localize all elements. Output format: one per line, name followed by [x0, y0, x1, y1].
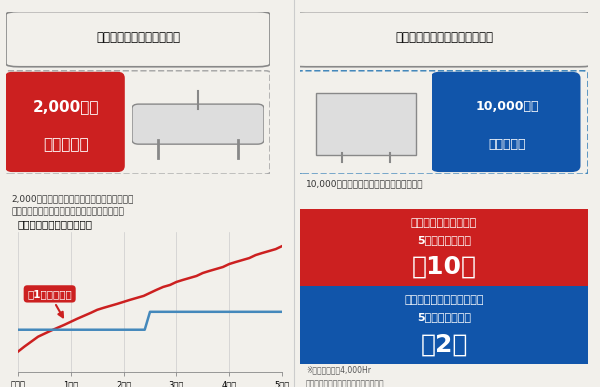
- Text: ブースターコンプレッサの: ブースターコンプレッサの: [404, 295, 484, 305]
- FancyBboxPatch shape: [5, 72, 125, 172]
- FancyBboxPatch shape: [431, 72, 581, 172]
- Text: 約1年で逆転！: 約1年で逆転！: [28, 289, 72, 317]
- Text: ごとに整備: ごとに整備: [43, 137, 89, 152]
- Text: ※年間稼働時間4,000Hr: ※年間稼働時間4,000Hr: [306, 365, 371, 374]
- Text: 2,000時間ごとに各種パッキン、ガスケット、
バルブ等の交換もしくは本体交換が必要です。: 2,000時間ごとに各種パッキン、ガスケット、 バルブ等の交換もしくは本体交換が…: [11, 194, 134, 216]
- Text: 約10回: 約10回: [412, 255, 476, 279]
- FancyBboxPatch shape: [6, 12, 270, 67]
- Text: 空気駆動型増圧機器の場合: 空気駆動型増圧機器の場合: [96, 31, 180, 44]
- Text: ごとに整備: ごとに整備: [488, 139, 526, 151]
- Text: 5年間の整備回数: 5年間の整備回数: [417, 235, 471, 245]
- FancyBboxPatch shape: [292, 284, 596, 366]
- Text: 購入費と整備費の累計比較: 購入費と整備費の累計比較: [18, 219, 93, 229]
- FancyBboxPatch shape: [292, 12, 594, 67]
- Text: 10,000時間ごとに中間整備等を行います。: 10,000時間ごとに中間整備等を行います。: [306, 180, 423, 189]
- Text: 5年間の整備回数: 5年間の整備回数: [417, 312, 471, 322]
- Text: ブースターコンプレッサの場合: ブースターコンプレッサの場合: [395, 31, 493, 44]
- Text: 2,000時間: 2,000時間: [33, 99, 99, 114]
- FancyBboxPatch shape: [132, 104, 264, 144]
- Text: 約2回: 約2回: [421, 332, 467, 356]
- Text: 各種費用は市場推定価格を用いて算出: 各種費用は市場推定価格を用いて算出: [306, 379, 385, 387]
- Text: 空気駆動型増圧機器の: 空気駆動型増圧機器の: [411, 218, 477, 228]
- Text: 10,000時間: 10,000時間: [475, 100, 539, 113]
- FancyBboxPatch shape: [292, 207, 596, 289]
- FancyBboxPatch shape: [316, 93, 416, 155]
